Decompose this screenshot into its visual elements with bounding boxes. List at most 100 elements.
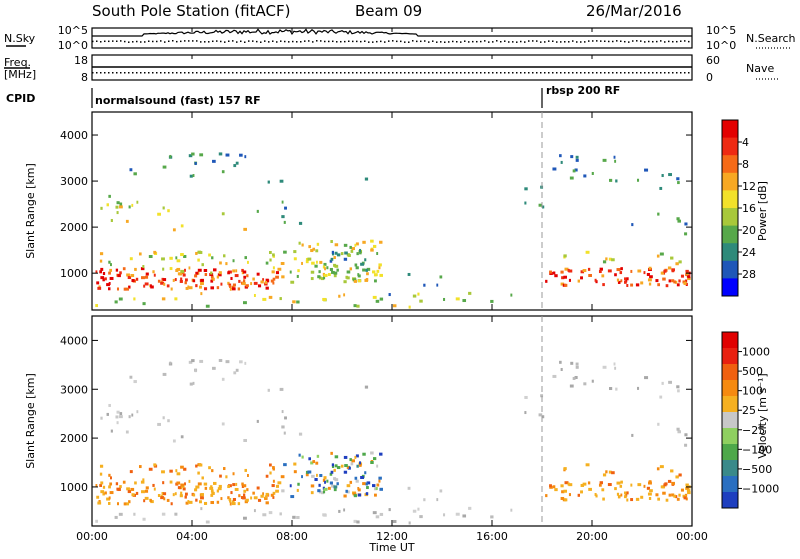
nsky-tick-high: 10^5 bbox=[58, 24, 88, 37]
nsearch-dot bbox=[432, 40, 434, 42]
nsearch-dot bbox=[272, 40, 274, 42]
power-echo bbox=[110, 218, 113, 222]
power-echo bbox=[648, 282, 652, 286]
velocity-echo bbox=[277, 481, 282, 485]
power-echo bbox=[232, 259, 235, 263]
velocity-echo bbox=[126, 487, 130, 491]
velocity-echo bbox=[659, 465, 664, 469]
nave-dot bbox=[504, 72, 506, 74]
velocity-echo bbox=[656, 467, 660, 471]
nave-dot bbox=[420, 72, 422, 74]
y-tick-label: 4000 bbox=[60, 334, 88, 347]
power-echo bbox=[549, 270, 552, 274]
nave-dot bbox=[560, 72, 562, 74]
power-echo bbox=[331, 270, 335, 274]
nsearch-dot bbox=[328, 40, 330, 43]
colorbar-segment bbox=[722, 396, 738, 413]
velocity-echo bbox=[661, 381, 664, 385]
velocity-echo bbox=[549, 485, 553, 489]
power-echo bbox=[316, 260, 318, 264]
velocity-echo bbox=[343, 455, 348, 459]
nsearch-dot bbox=[356, 40, 358, 43]
colorbar-tick-label: 4 bbox=[742, 136, 749, 149]
velocity-echo bbox=[510, 508, 513, 512]
velocity-echo bbox=[615, 387, 618, 391]
nsearch-dot bbox=[424, 40, 426, 42]
velocity-echo bbox=[468, 506, 472, 510]
power-echo bbox=[131, 203, 134, 207]
power-echo bbox=[267, 180, 270, 184]
power-echo bbox=[194, 162, 197, 166]
velocity-echo bbox=[668, 380, 672, 384]
velocity-echo bbox=[106, 497, 110, 501]
x-axis-label: Time UT bbox=[368, 541, 414, 554]
nave-dot bbox=[228, 72, 230, 74]
nsearch-dot bbox=[392, 40, 394, 42]
power-echo bbox=[174, 297, 178, 301]
nave-dot bbox=[96, 72, 98, 74]
nave-dot bbox=[600, 72, 602, 74]
velocity-echo bbox=[209, 486, 214, 490]
velocity-echo bbox=[568, 493, 571, 497]
velocity-echo bbox=[232, 483, 236, 487]
power-echo bbox=[311, 261, 315, 265]
power-echo bbox=[188, 286, 193, 290]
power-echo bbox=[135, 277, 139, 281]
power-echo bbox=[343, 293, 346, 297]
nave-dot bbox=[404, 72, 406, 74]
velocity-echo bbox=[333, 488, 337, 492]
velocity-echo bbox=[620, 480, 623, 484]
power-echo bbox=[677, 219, 681, 223]
power-echo bbox=[290, 280, 295, 284]
nsearch-dot bbox=[320, 40, 322, 42]
nave-dot bbox=[92, 72, 94, 74]
power-echo bbox=[355, 242, 359, 246]
power-echo bbox=[554, 274, 558, 278]
power-echo bbox=[281, 215, 285, 219]
nsearch-dot bbox=[292, 40, 294, 43]
velocity-echo bbox=[349, 458, 352, 462]
velocity-echo bbox=[569, 384, 574, 388]
power-echo bbox=[676, 177, 680, 181]
power-echo bbox=[362, 240, 366, 244]
velocity-echo bbox=[626, 498, 629, 502]
power-echo bbox=[375, 299, 380, 303]
nave-dot bbox=[624, 72, 626, 74]
velocity-echo bbox=[199, 500, 202, 504]
velocity-echo bbox=[365, 492, 369, 496]
velocity-echo bbox=[310, 491, 314, 495]
power-echo bbox=[235, 161, 239, 165]
velocity-echo bbox=[281, 410, 284, 414]
velocity-echo bbox=[163, 492, 167, 496]
nave-dot bbox=[568, 72, 570, 74]
power-echo bbox=[372, 270, 376, 274]
power-echo bbox=[125, 219, 129, 223]
nave-dot bbox=[244, 72, 246, 74]
velocity-echo bbox=[218, 358, 223, 362]
nave-dot bbox=[524, 72, 526, 74]
velocity-echo bbox=[102, 485, 106, 489]
power-echo bbox=[283, 220, 286, 224]
velocity-echo bbox=[663, 483, 667, 487]
velocity-echo bbox=[607, 483, 612, 487]
velocity-echo bbox=[204, 486, 208, 490]
nsearch-dot bbox=[388, 40, 390, 42]
power-echo bbox=[408, 305, 411, 309]
velocity-echo bbox=[321, 491, 325, 495]
power-echo bbox=[268, 295, 273, 299]
velocity-echo bbox=[216, 500, 220, 504]
nave-dot bbox=[320, 72, 322, 74]
power-echo bbox=[345, 275, 348, 279]
nave-tick-high: 60 bbox=[706, 54, 720, 67]
power-echo bbox=[362, 268, 366, 272]
power-echo bbox=[349, 245, 352, 249]
nsearch-dot bbox=[656, 40, 658, 43]
velocity-echo bbox=[561, 490, 565, 494]
velocity-echo bbox=[588, 487, 592, 491]
power-echo bbox=[346, 276, 350, 280]
power-echo bbox=[678, 260, 682, 264]
velocity-echo bbox=[559, 360, 562, 364]
nsearch-dot bbox=[488, 41, 490, 43]
nave-dot bbox=[232, 72, 234, 74]
nave-dot bbox=[636, 72, 638, 74]
